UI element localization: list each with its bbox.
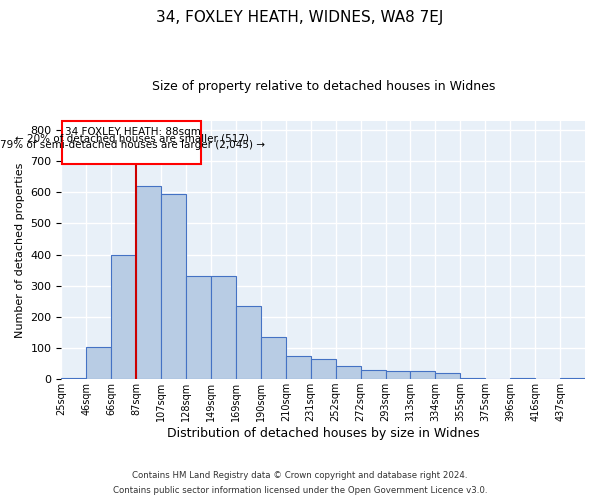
Bar bbox=[61, 378, 86, 379]
Bar bbox=[510, 378, 535, 379]
Bar bbox=[386, 372, 410, 379]
Text: 79% of semi-detached houses are larger (2,045) →: 79% of semi-detached houses are larger (… bbox=[0, 140, 265, 150]
Bar bbox=[436, 373, 460, 379]
Bar bbox=[111, 254, 136, 379]
Bar bbox=[211, 276, 236, 379]
Bar bbox=[560, 378, 585, 379]
Title: Size of property relative to detached houses in Widnes: Size of property relative to detached ho… bbox=[152, 80, 495, 93]
Text: Contains public sector information licensed under the Open Government Licence v3: Contains public sector information licen… bbox=[113, 486, 487, 495]
Text: ← 20% of detached houses are smaller (517): ← 20% of detached houses are smaller (51… bbox=[16, 134, 250, 144]
Bar bbox=[311, 359, 335, 379]
Bar bbox=[236, 306, 261, 379]
Bar bbox=[261, 337, 286, 379]
Bar bbox=[361, 370, 386, 379]
Bar bbox=[62, 120, 201, 164]
Y-axis label: Number of detached properties: Number of detached properties bbox=[15, 162, 25, 338]
X-axis label: Distribution of detached houses by size in Widnes: Distribution of detached houses by size … bbox=[167, 427, 479, 440]
Bar bbox=[186, 276, 211, 379]
Bar bbox=[161, 194, 186, 379]
Text: 34, FOXLEY HEATH, WIDNES, WA8 7EJ: 34, FOXLEY HEATH, WIDNES, WA8 7EJ bbox=[157, 10, 443, 25]
Bar bbox=[460, 378, 485, 379]
Bar bbox=[286, 356, 311, 379]
Text: Contains HM Land Registry data © Crown copyright and database right 2024.: Contains HM Land Registry data © Crown c… bbox=[132, 471, 468, 480]
Text: 34 FOXLEY HEATH: 88sqm: 34 FOXLEY HEATH: 88sqm bbox=[65, 128, 200, 138]
Bar bbox=[86, 347, 111, 379]
Bar bbox=[335, 366, 361, 379]
Bar bbox=[410, 372, 436, 379]
Bar bbox=[136, 186, 161, 379]
